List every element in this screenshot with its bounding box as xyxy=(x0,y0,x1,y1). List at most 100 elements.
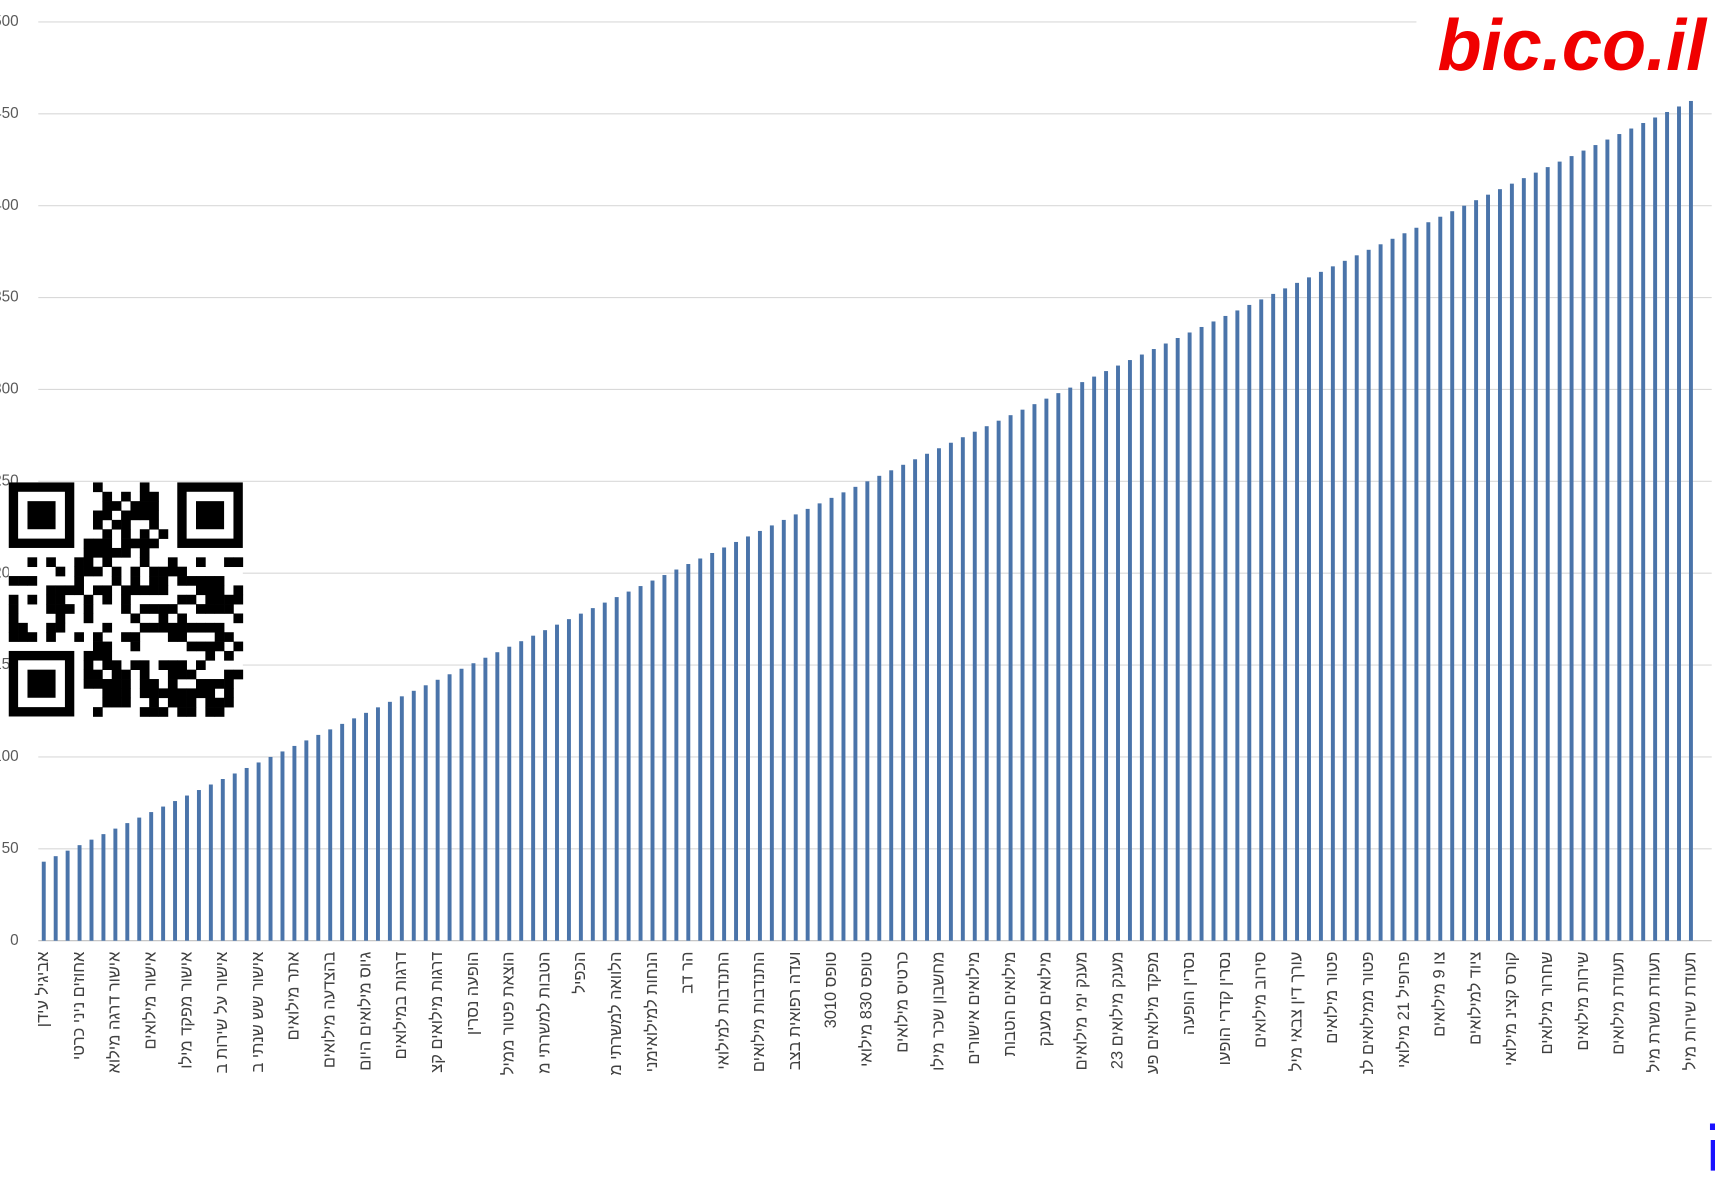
bar xyxy=(1569,156,1574,941)
qr-module xyxy=(158,688,169,699)
bar xyxy=(674,569,679,941)
bar xyxy=(447,674,452,941)
qr-module xyxy=(167,669,178,680)
qr-module xyxy=(74,585,84,596)
qr-module xyxy=(83,660,94,670)
bar xyxy=(1426,222,1431,941)
x-tick-label: סירוב מילואים xyxy=(1252,952,1270,1048)
qr-module xyxy=(214,707,225,717)
qr-module xyxy=(93,519,103,530)
bar xyxy=(1665,111,1670,941)
qr-module xyxy=(18,576,28,586)
qr-module xyxy=(111,501,122,511)
bar xyxy=(972,431,977,941)
qr-module xyxy=(158,707,169,717)
qr-module xyxy=(130,632,141,642)
qr-module xyxy=(167,622,178,633)
qr-module xyxy=(93,547,103,558)
qr-module xyxy=(177,707,187,717)
qr-module xyxy=(55,585,66,596)
qr-module xyxy=(205,641,216,652)
bar xyxy=(734,541,739,941)
bar xyxy=(471,663,476,941)
bar xyxy=(1044,398,1049,941)
qr-module xyxy=(121,697,131,708)
qr-module xyxy=(102,688,113,699)
qr-module xyxy=(27,576,38,586)
qr-module xyxy=(214,576,225,586)
bar xyxy=(984,426,989,941)
bar xyxy=(125,823,130,941)
qr-module xyxy=(205,604,216,614)
bar xyxy=(1116,365,1120,941)
qr-module xyxy=(196,622,206,633)
bar xyxy=(1390,238,1395,941)
x-tick-label: עורך דין צבאי מיל xyxy=(1287,952,1305,1072)
y-tick-label: 400 xyxy=(0,197,19,214)
qr-module xyxy=(121,510,131,521)
qr-module xyxy=(83,557,94,568)
qr-module xyxy=(93,641,103,652)
qr-module xyxy=(177,576,187,586)
qr-module xyxy=(177,660,187,670)
bar xyxy=(495,652,500,941)
qr-module xyxy=(130,576,141,586)
qr-module xyxy=(149,491,159,502)
bar xyxy=(1509,183,1514,941)
qr-module xyxy=(196,660,206,670)
bar xyxy=(936,448,941,941)
bar xyxy=(1295,282,1300,941)
bar xyxy=(769,525,774,941)
qr-module xyxy=(8,632,19,642)
qr-module xyxy=(93,632,103,642)
x-tick-label: אישור על שירות ב xyxy=(213,951,231,1073)
bar xyxy=(1653,117,1658,941)
qr-module xyxy=(83,669,94,680)
qr-module xyxy=(130,660,141,670)
qr-module xyxy=(83,566,94,577)
bar xyxy=(1486,194,1490,941)
bar xyxy=(638,586,643,941)
bar xyxy=(865,481,870,941)
qr-module xyxy=(102,510,113,521)
bar xyxy=(53,856,58,941)
bar xyxy=(137,817,142,941)
bar xyxy=(173,801,178,941)
x-tick-label: פטור מילואים xyxy=(1323,952,1341,1044)
bar xyxy=(1474,200,1479,941)
qr-module xyxy=(102,650,113,661)
bar xyxy=(1378,244,1383,941)
bar xyxy=(889,470,894,941)
qr-module xyxy=(102,679,113,689)
qr-module xyxy=(186,594,197,605)
qr-module xyxy=(121,679,131,689)
x-tick-label: אישור מפקד מילו xyxy=(177,951,195,1069)
qr-module xyxy=(93,650,103,661)
x-tick-label: אישור שש שנתי ב xyxy=(249,951,267,1073)
bar xyxy=(1402,233,1407,941)
qr-module xyxy=(186,707,197,717)
qr-module xyxy=(139,538,150,549)
qr-module xyxy=(177,688,187,699)
bar xyxy=(316,734,321,941)
bar xyxy=(328,729,333,941)
x-tick-label: גיוס מילואים היום xyxy=(356,952,374,1071)
bar xyxy=(590,608,595,941)
bar xyxy=(1462,205,1467,941)
bar xyxy=(280,751,285,941)
qr-module xyxy=(149,501,159,511)
qr-module xyxy=(102,501,113,511)
qr-module xyxy=(121,604,131,614)
bar xyxy=(1211,321,1216,941)
qr-module xyxy=(196,641,206,652)
x-tick-label: שירות מילואים xyxy=(1574,952,1592,1051)
bar xyxy=(1414,227,1419,941)
bar xyxy=(411,690,416,941)
x-tick-label: מענק ימי מילואים xyxy=(1073,952,1091,1071)
qr-module xyxy=(139,669,150,680)
bar xyxy=(161,806,166,941)
qr-module xyxy=(83,604,94,614)
bar xyxy=(507,646,512,941)
bar xyxy=(1342,260,1347,941)
x-tick-label: אישור דרגה מילוא xyxy=(106,951,124,1073)
